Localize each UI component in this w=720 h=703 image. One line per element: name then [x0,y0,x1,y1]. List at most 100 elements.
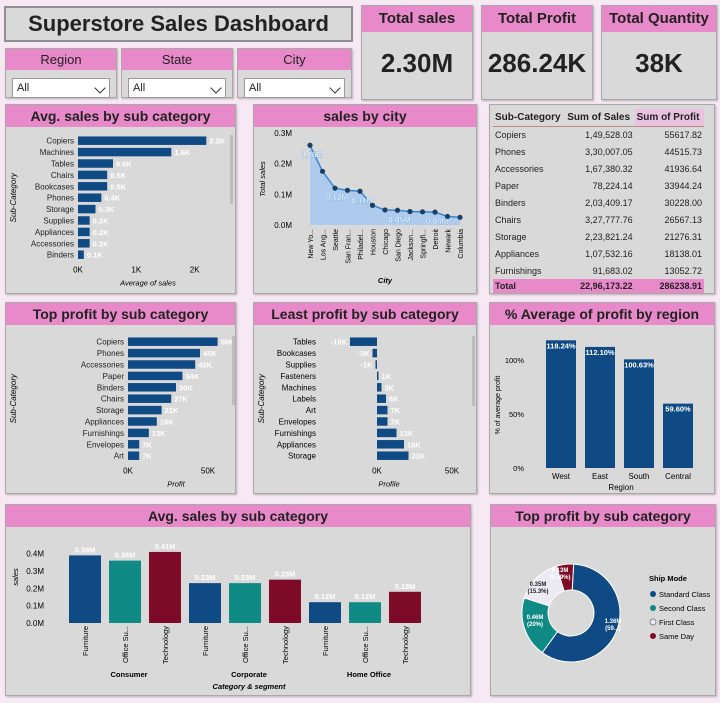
state-dropdown[interactable]: All [128,78,226,98]
bar [229,583,261,623]
kpi-total-profit: Total Profit 286.24K [481,5,593,100]
x-axis-title: Category & segment [213,682,286,691]
bar [128,360,196,369]
x-tick-label: 0K [123,466,133,475]
data-label: 7K [391,418,401,427]
bar [189,583,221,623]
category-label: Bookcases [35,182,74,191]
table-row[interactable]: Paper 78,224.14 33944.24 [493,177,704,194]
data-label: 0.26M [301,150,324,159]
x-tick-label: Technology [161,626,170,664]
x-tick-label: East [592,472,609,481]
bar [377,428,397,438]
data-label: 21K [165,406,179,415]
table-header-profit[interactable]: Sum of Profit [634,109,704,127]
category-label: Phones [97,349,124,358]
category-label: Tables [51,160,74,169]
table-row[interactable]: Phones 3,30,007.05 44515.73 [493,143,704,160]
x-tick-label: Philadel... [358,229,365,260]
category-label: Chairs [51,171,74,180]
bar [128,417,157,426]
bar [377,405,388,415]
data-point [369,202,376,208]
bar [377,371,379,381]
x-tick-label: 0K [372,466,382,475]
bar [78,136,207,145]
data-label: 1.36M (59...) [605,619,622,632]
table-cell-subcategory: Paper [495,180,520,191]
data-label: 7K [142,440,152,449]
category-label: Appliances [85,418,124,427]
data-label: 0.46M (20%) [527,615,544,628]
data-point [394,207,401,213]
data-point [357,188,363,194]
slicer-region: Region All [5,48,117,98]
x-tick-label: New Yo... [308,229,315,259]
bar [78,159,113,168]
table-cell-sales: 1,07,532.16 [585,248,633,259]
bar [149,551,181,623]
table-header-sales[interactable]: Sum of Sales [565,109,635,127]
table-cell-profit: 55617.82 [664,129,702,140]
x-tick-label: 50K [445,466,460,475]
data-label: 0.05M [388,215,411,224]
table-row[interactable]: Appliances 1,07,532.16 18138.01 [493,245,704,262]
x-tick-label: 1K [131,265,141,274]
bar [350,337,377,346]
legend-marker [650,633,656,639]
category-label: Copiers [46,137,74,146]
panel-least-profit-sub: Least profit by sub category Tables -18K B… [253,302,477,494]
bar [377,417,388,426]
panel-top-profit-sub: Top profit by sub category Copiers 56K Pho… [5,302,236,494]
x-tick-label: Office Su... [361,626,370,663]
state-dropdown-value: All [133,82,146,94]
kpi-total-profit-label: Total Profit [482,6,592,32]
table-row[interactable]: Copiers 1,49,528.03 55617.82 [493,126,704,143]
panel-avg-sales-sub-title: Avg. sales by sub category [6,105,235,127]
data-label: 1.6K [174,148,190,157]
table-header-subcategory[interactable]: Sub-Category [493,109,566,127]
donut-slice [555,563,575,592]
table-row[interactable]: Chairs 3,27,777.76 26567.13 [493,211,704,228]
region-dropdown[interactable]: All [12,78,110,98]
legend-marker [649,618,657,626]
table-cell-subcategory: Phones [495,146,526,157]
bar [78,170,108,180]
table-row[interactable]: Binders 2,03,409.17 30228.00 [493,194,704,211]
city-dropdown-value: All [249,82,262,94]
category-label: Bookcases [277,349,316,358]
x-tick-label: Columbia [458,229,465,259]
table-cell-subcategory: Copiers [495,129,527,140]
x-tick-label: Office Su... [241,626,250,663]
data-label: -1K [360,361,373,370]
category-label: Paper [103,372,125,381]
table-row[interactable]: Accessories 1,67,380.32 41936.64 [493,160,704,177]
bar [78,193,102,202]
kpi-total-quantity-label: Total Quantity [602,6,716,32]
x-tick-label: West [552,472,571,481]
data-label: 34K [185,372,199,381]
category-label: Storage [46,205,75,214]
x-axis-title: Profile [378,479,399,488]
data-label: 0.3K [99,205,115,214]
panel-sales-city: sales by city 0.26M 0.12M 0.11M 0.05M 0.04M 0… [253,104,477,294]
table-cell-subcategory: Binders [495,197,526,208]
data-label: 100.63% [624,360,654,369]
bar [389,591,421,623]
panel-avg-sales-sub: Avg. sales by sub category Copiers 2.2K Ma… [5,104,236,294]
top-profit-sub-chart: Copiers 56K Phones 45K Accessories 42K Paper 34… [9,336,235,488]
data-point [332,185,338,191]
data-label: 18K [407,440,421,449]
table-row[interactable]: Furnishings 91,683.02 13052.72 [493,262,704,279]
bar [269,579,301,623]
data-label: 0.11M [351,196,373,205]
bar [78,250,84,259]
legend-title: Ship Mode [649,574,687,583]
x-tick-label: Furniture [321,626,330,656]
city-dropdown[interactable]: All [244,78,345,98]
category-label: Envelopes [87,440,124,449]
table-row[interactable]: Storage 2,23,821.24 21276.31 [493,228,704,245]
y-tick-label: 0.0M [26,619,44,628]
x-tick-label: Technology [281,626,290,664]
category-label: Copiers [96,338,124,347]
